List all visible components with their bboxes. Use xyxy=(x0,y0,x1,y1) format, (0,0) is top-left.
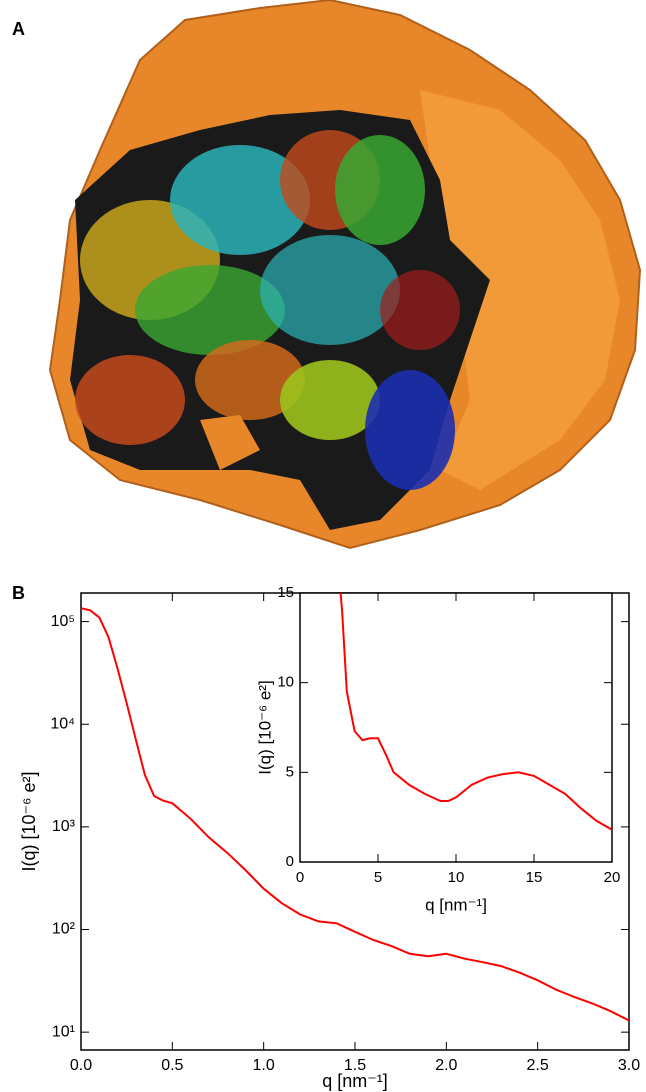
x-tick-label: 2.5 xyxy=(527,1057,549,1074)
x-tick-label: 5 xyxy=(374,869,382,886)
plot-frame xyxy=(299,592,613,863)
x-axis-label: q [nm⁻¹] xyxy=(322,1071,388,1091)
panel-label: B xyxy=(12,583,25,603)
x-tick-label: 1.5 xyxy=(344,1057,366,1074)
data-line xyxy=(339,593,612,831)
x-tick-label: 3.0 xyxy=(618,1057,640,1074)
y-tick-label: 5 xyxy=(286,763,294,780)
data-line xyxy=(81,607,629,1022)
y-tick-label: 15 xyxy=(277,584,294,601)
x-tick-label: 0 xyxy=(296,869,304,886)
y-tick-label: 10¹ xyxy=(52,1023,75,1040)
structure-render xyxy=(48,0,642,550)
x-tick-label: 20 xyxy=(604,869,621,886)
y-tick-label: 10² xyxy=(52,921,76,938)
x-tick-label: 2.0 xyxy=(435,1057,457,1074)
y-tick-label: 10⁵ xyxy=(51,613,75,630)
y-tick-label: 0 xyxy=(286,853,294,870)
y-axis-label: I(q) [10⁻⁶ e²] xyxy=(19,772,39,872)
y-tick-label: 10⁴ xyxy=(50,715,75,732)
x-tick-label: 15 xyxy=(526,869,543,886)
panel-label: A xyxy=(12,19,25,39)
x-tick-label: 1.0 xyxy=(253,1057,275,1074)
x-tick-label: 0.0 xyxy=(70,1057,92,1074)
y-axis-label: I(q) [10⁻⁶ e²] xyxy=(255,680,274,774)
y-tick-label: 10³ xyxy=(52,818,76,835)
y-tick-label: 10 xyxy=(277,674,294,691)
x-tick-label: 0.5 xyxy=(161,1057,183,1074)
x-axis-label: q [nm⁻¹] xyxy=(425,895,487,914)
x-tick-label: 10 xyxy=(448,869,465,886)
